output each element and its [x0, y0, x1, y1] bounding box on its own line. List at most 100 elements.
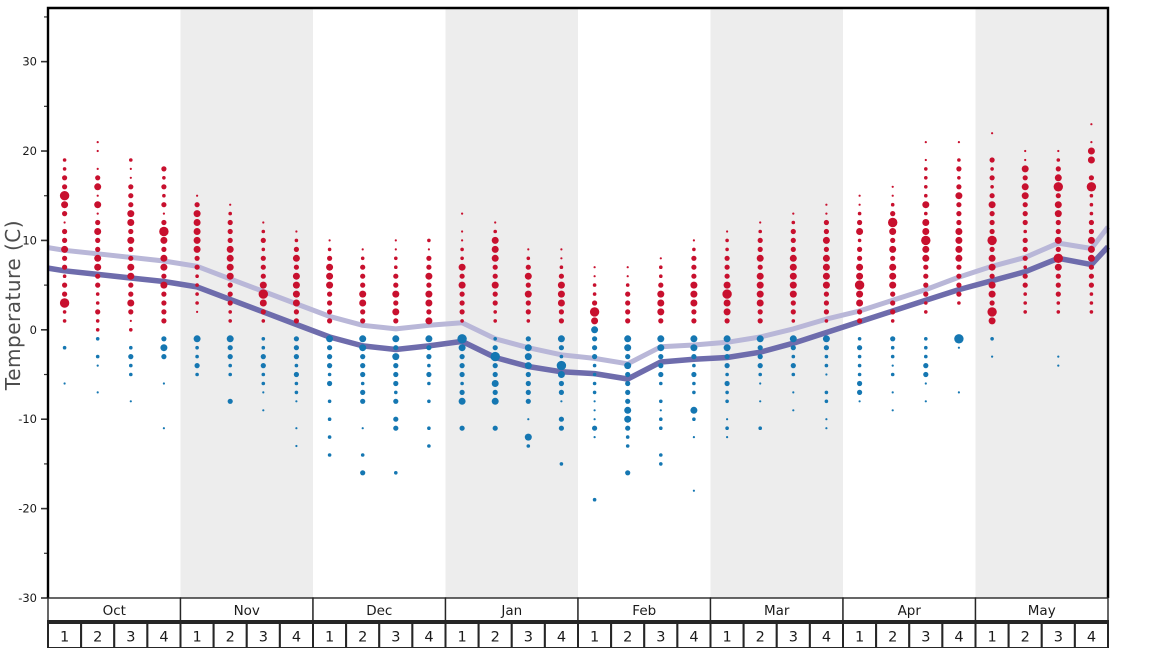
below-freezing-dot	[557, 335, 565, 343]
above-freezing-dot	[988, 201, 996, 209]
above-freezing-dot	[260, 255, 266, 261]
below-freezing-dot	[825, 418, 828, 421]
above-freezing-dot	[989, 175, 995, 181]
above-freezing-dot	[857, 246, 863, 252]
above-freezing-dot	[756, 290, 764, 298]
below-freezing-dot	[260, 354, 266, 360]
below-freezing-dot	[857, 345, 863, 351]
above-freezing-dot	[789, 254, 797, 262]
below-freezing-dot	[725, 390, 729, 395]
above-freezing-dot	[1087, 245, 1095, 253]
above-freezing-dot	[294, 238, 299, 243]
below-freezing-dot	[293, 336, 299, 342]
below-freezing-dot	[557, 371, 565, 378]
above-freezing-dot	[394, 239, 397, 242]
above-freezing-dot	[260, 309, 266, 315]
below-freezing-dot	[924, 354, 928, 359]
above-freezing-dot	[1022, 211, 1028, 217]
below-freezing-dot	[262, 391, 265, 394]
above-freezing-dot	[957, 176, 961, 180]
above-freezing-dot	[426, 309, 432, 315]
above-freezing-dot	[493, 310, 498, 314]
above-freezing-dot	[95, 319, 100, 323]
below-freezing-dot	[692, 390, 696, 395]
above-freezing-dot	[890, 237, 896, 243]
below-freezing-dot	[559, 462, 564, 466]
above-freezing-dot	[260, 273, 266, 279]
above-freezing-dot	[525, 300, 531, 306]
above-freezing-dot	[62, 158, 67, 162]
above-freezing-dot	[888, 217, 898, 228]
above-freezing-dot	[524, 272, 532, 280]
below-freezing-dot	[857, 372, 862, 377]
below-freezing-dot	[327, 417, 332, 422]
above-freezing-dot	[690, 299, 698, 307]
above-freezing-dot	[956, 219, 962, 226]
above-freezing-dot	[857, 211, 862, 216]
above-freezing-dot	[425, 272, 433, 280]
below-freezing-dot	[592, 363, 597, 368]
above-freezing-dot	[59, 298, 70, 308]
below-freezing-dot	[426, 371, 432, 378]
below-freezing-dot	[857, 380, 863, 387]
above-freezing-dot	[1089, 193, 1094, 198]
below-freezing-dot	[129, 372, 133, 377]
below-freezing-dot	[591, 326, 599, 334]
below-freezing-dot	[593, 409, 596, 412]
month-label: Jan	[500, 603, 522, 619]
above-freezing-dot	[657, 299, 665, 307]
below-freezing-dot	[723, 344, 731, 352]
below-freezing-dot	[556, 360, 567, 371]
below-freezing-dot	[129, 363, 133, 368]
above-freezing-dot	[956, 264, 962, 270]
above-freezing-dot	[161, 309, 167, 315]
week-label: 4	[954, 630, 963, 646]
below-freezing-dot	[890, 345, 895, 350]
above-freezing-dot	[393, 318, 399, 324]
above-freezing-dot	[922, 245, 930, 253]
above-freezing-dot	[625, 318, 631, 324]
above-freezing-dot	[956, 291, 962, 297]
above-freezing-dot	[889, 245, 897, 253]
trend-lines	[47, 225, 1111, 382]
below-freezing-dot	[759, 382, 762, 385]
above-freezing-dot	[293, 309, 299, 315]
above-freezing-dot	[1055, 166, 1061, 172]
above-freezing-dot	[856, 228, 864, 235]
plot-frame	[46, 6, 1110, 598]
above-freezing-dot	[161, 166, 167, 172]
above-freezing-dot	[492, 264, 498, 270]
below-freezing-dot	[624, 344, 632, 352]
above-freezing-dot	[128, 309, 134, 315]
above-freezing-dot	[62, 291, 68, 297]
above-freezing-dot	[393, 282, 399, 288]
above-freezing-dot	[724, 264, 730, 270]
below-freezing-dot	[426, 354, 432, 360]
below-freezing-dot	[726, 418, 729, 421]
above-freezing-dot	[160, 236, 168, 244]
below-freezing-dot	[790, 363, 796, 369]
below-freezing-dot	[825, 373, 828, 376]
above-freezing-dot	[591, 317, 599, 325]
below-freezing-dot	[592, 345, 598, 351]
above-freezing-dot	[1054, 236, 1062, 244]
above-freezing-dot	[162, 212, 165, 215]
below-freezing-dot	[791, 354, 796, 359]
above-freezing-dot	[226, 272, 234, 280]
below-freezing-dot	[823, 345, 830, 351]
above-freezing-dot	[425, 299, 433, 307]
above-freezing-dot	[458, 281, 466, 289]
above-freezing-dot	[95, 219, 101, 226]
below-freezing-dot	[492, 345, 498, 351]
below-freezing-dot	[657, 344, 665, 352]
below-freezing-dot	[954, 334, 964, 344]
week-label: 3	[656, 630, 665, 646]
above-freezing-dot	[127, 299, 135, 307]
week-label: 3	[524, 630, 533, 646]
above-freezing-dot	[96, 167, 99, 170]
above-freezing-dot	[1055, 273, 1061, 279]
above-freezing-dot	[525, 264, 531, 270]
above-freezing-dot	[1055, 282, 1061, 288]
week-cell	[775, 622, 811, 648]
above-freezing-dot	[857, 318, 863, 324]
